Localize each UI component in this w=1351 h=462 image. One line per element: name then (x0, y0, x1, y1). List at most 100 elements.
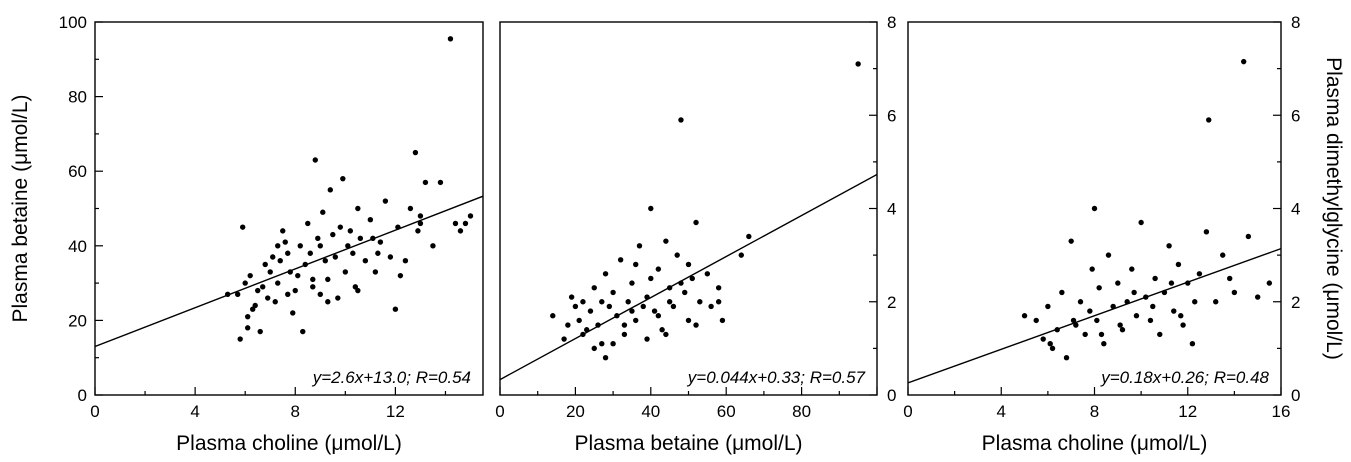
data-point (302, 261, 308, 268)
data-point (1129, 266, 1135, 272)
data-point (1152, 275, 1158, 282)
x-tick-label: 8 (291, 402, 300, 421)
data-point (370, 235, 376, 242)
x-tick-label: 0 (495, 402, 504, 421)
data-point (430, 243, 436, 249)
data-point (678, 280, 684, 286)
data-point (377, 239, 384, 245)
data-point (252, 302, 258, 309)
data-point (340, 175, 346, 182)
data-point (1063, 355, 1070, 361)
data-point (568, 294, 575, 300)
regression-equation: y=0.044x+0.33; R=0.57 (687, 368, 866, 387)
data-point (666, 285, 673, 291)
data-point (395, 224, 401, 230)
y-tick-label: 8 (1291, 13, 1300, 32)
data-point (1254, 294, 1261, 300)
data-point (610, 289, 616, 296)
data-point (663, 238, 669, 244)
y-tick-label: 2 (1291, 293, 1300, 312)
x-tick-label: 12 (1178, 402, 1197, 421)
data-point (644, 336, 650, 342)
data-point (239, 224, 246, 230)
data-point (317, 291, 323, 297)
y-tick-label: 60 (68, 162, 87, 181)
data-point (375, 250, 381, 256)
data-point (382, 198, 389, 204)
data-point (267, 269, 273, 275)
data-point (633, 261, 639, 268)
data-point (415, 228, 421, 234)
data-point (629, 308, 635, 314)
data-point (689, 275, 695, 282)
data-point (350, 250, 356, 256)
x-tick-label: 8 (1090, 402, 1099, 421)
data-point (697, 299, 703, 305)
data-point (584, 327, 590, 333)
data-point (325, 299, 331, 305)
data-point (307, 250, 313, 256)
data-point (1077, 299, 1084, 305)
data-point (1047, 341, 1053, 347)
x-axis-label: Plasma choline (μmol/L) (982, 432, 1208, 455)
data-point (462, 220, 469, 227)
data-point (322, 258, 328, 264)
data-point (1068, 238, 1074, 244)
y-tick-label: 4 (1291, 200, 1300, 219)
data-point (300, 328, 306, 335)
y-tick-label: 8 (887, 13, 896, 32)
data-point (237, 336, 243, 342)
data-point (704, 271, 711, 277)
data-point (580, 299, 586, 305)
data-point (1096, 285, 1102, 291)
data-point (242, 280, 248, 286)
data-point (1131, 289, 1137, 296)
data-point (621, 322, 628, 328)
data-point (633, 317, 639, 324)
data-point (719, 317, 726, 324)
data-point (224, 291, 231, 297)
data-point (412, 149, 419, 156)
data-point (297, 243, 303, 249)
data-point (312, 157, 318, 163)
data-point (1192, 299, 1198, 305)
data-point (285, 291, 291, 297)
y-axis-label: Plasma betaine (μmol/L) (9, 94, 32, 322)
data-point (452, 220, 459, 227)
data-point (746, 233, 752, 240)
data-point (561, 336, 567, 342)
y-tick-label: 6 (887, 106, 896, 125)
data-point (407, 205, 414, 212)
data-point (275, 280, 281, 286)
data-point (355, 287, 361, 294)
data-point (606, 303, 613, 310)
data-point (1166, 243, 1172, 249)
data-point (447, 36, 454, 42)
regression-equation: y=0.18x+0.26; R=0.48 (1100, 368, 1269, 387)
data-point (310, 284, 316, 290)
data-point (693, 219, 699, 226)
data-point (437, 179, 444, 186)
data-point (1143, 294, 1149, 300)
data-point (257, 328, 263, 335)
data-point (1245, 233, 1252, 240)
plot-frame (94, 21, 484, 396)
data-point (1161, 289, 1168, 296)
data-point (591, 285, 597, 291)
x-tick-label: 16 (1272, 402, 1291, 421)
data-point (565, 322, 571, 328)
data-point (1101, 341, 1107, 347)
data-point (244, 325, 251, 331)
data-point (1021, 313, 1028, 319)
data-point (342, 269, 349, 275)
panel-betaine-vs-dimethylglycine: 0 20 40 60 80 0 2 4 6 8 Plasma betaine (μmol/L) y=0… (495, 13, 896, 455)
data-point (255, 287, 261, 294)
data-point (467, 213, 474, 219)
data-point (644, 294, 650, 300)
data-point (287, 269, 293, 275)
y-tick-label: 0 (78, 386, 87, 405)
x-tick-label: 12 (386, 402, 405, 421)
data-point (260, 284, 266, 290)
data-point (1231, 289, 1238, 296)
